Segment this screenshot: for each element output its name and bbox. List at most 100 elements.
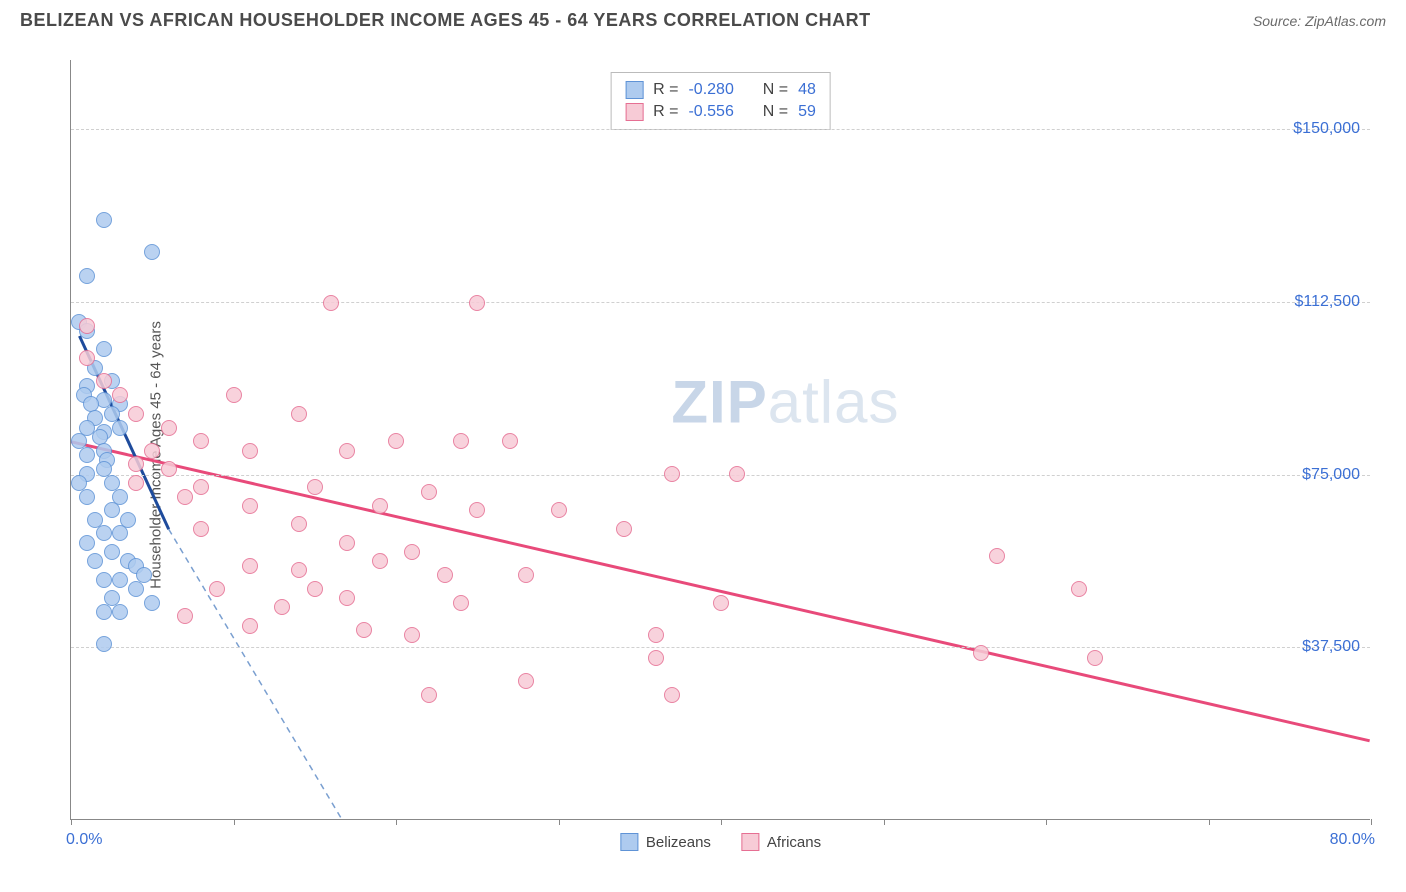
watermark: ZIPatlas (671, 367, 899, 436)
scatter-point-belizeans (79, 489, 95, 505)
scatter-point-africans (388, 433, 404, 449)
x-tick (234, 819, 235, 825)
legend-label-belizeans: Belizeans (646, 834, 711, 851)
scatter-point-africans (242, 618, 258, 634)
scatter-point-africans (323, 295, 339, 311)
scatter-point-belizeans (104, 502, 120, 518)
scatter-point-belizeans (112, 525, 128, 541)
scatter-point-africans (372, 553, 388, 569)
scatter-point-africans (339, 443, 355, 459)
scatter-point-africans (226, 387, 242, 403)
plot-area: ZIPatlas R = -0.280 N = 48 R = -0.556 N … (70, 60, 1370, 820)
scatter-point-belizeans (96, 525, 112, 541)
scatter-point-africans (404, 544, 420, 560)
scatter-point-africans (177, 608, 193, 624)
scatter-point-africans (437, 567, 453, 583)
scatter-point-africans (274, 599, 290, 615)
y-tick-label: $112,500 (1294, 293, 1360, 311)
stats-legend-box: R = -0.280 N = 48 R = -0.556 N = 59 (610, 72, 831, 130)
gridline-h (71, 475, 1370, 476)
scatter-point-africans (421, 687, 437, 703)
stats-row-africans: R = -0.556 N = 59 (625, 101, 816, 123)
scatter-point-africans (502, 433, 518, 449)
scatter-point-africans (453, 595, 469, 611)
source-attribution: Source: ZipAtlas.com (1253, 13, 1386, 29)
legend-bottom: Belizeans Africans (620, 833, 821, 851)
scatter-point-africans (209, 581, 225, 597)
scatter-point-africans (112, 387, 128, 403)
scatter-point-belizeans (96, 341, 112, 357)
scatter-point-africans (161, 420, 177, 436)
scatter-point-africans (242, 558, 258, 574)
x-tick (71, 819, 72, 825)
scatter-point-belizeans (128, 581, 144, 597)
y-tick-label: $75,000 (1302, 466, 1360, 484)
scatter-point-africans (421, 484, 437, 500)
scatter-point-africans (307, 479, 323, 495)
scatter-point-belizeans (96, 636, 112, 652)
scatter-point-africans (291, 562, 307, 578)
scatter-point-africans (79, 350, 95, 366)
scatter-point-belizeans (87, 553, 103, 569)
scatter-point-africans (469, 502, 485, 518)
stats-row-belizeans: R = -0.280 N = 48 (625, 79, 816, 101)
scatter-point-africans (291, 406, 307, 422)
x-tick (1209, 819, 1210, 825)
y-tick-label: $37,500 (1302, 638, 1360, 656)
scatter-point-africans (128, 456, 144, 472)
scatter-point-belizeans (79, 268, 95, 284)
legend-swatch-belizeans (620, 833, 638, 851)
scatter-point-africans (193, 433, 209, 449)
scatter-point-africans (973, 645, 989, 661)
legend-label-africans: Africans (767, 834, 821, 851)
x-tick (1371, 819, 1372, 825)
gridline-h (71, 647, 1370, 648)
gridline-h (71, 129, 1370, 130)
scatter-point-africans (291, 516, 307, 532)
scatter-point-africans (989, 548, 1005, 564)
scatter-point-africans (551, 502, 567, 518)
scatter-point-africans (307, 581, 323, 597)
scatter-point-belizeans (104, 544, 120, 560)
scatter-point-africans (144, 443, 160, 459)
scatter-point-africans (518, 567, 534, 583)
scatter-point-belizeans (144, 244, 160, 260)
scatter-point-africans (356, 622, 372, 638)
scatter-point-africans (128, 406, 144, 422)
scatter-point-africans (96, 373, 112, 389)
scatter-point-belizeans (96, 212, 112, 228)
gridline-h (71, 302, 1370, 303)
legend-item-africans: Africans (741, 833, 821, 851)
swatch-belizeans (625, 81, 643, 99)
x-tick (884, 819, 885, 825)
scatter-point-africans (128, 475, 144, 491)
scatter-point-africans (664, 687, 680, 703)
scatter-point-belizeans (112, 420, 128, 436)
scatter-point-belizeans (79, 447, 95, 463)
x-tick (721, 819, 722, 825)
scatter-point-africans (616, 521, 632, 537)
scatter-point-africans (79, 318, 95, 334)
scatter-point-belizeans (144, 595, 160, 611)
scatter-point-africans (372, 498, 388, 514)
scatter-point-africans (518, 673, 534, 689)
scatter-point-africans (648, 627, 664, 643)
scatter-point-africans (713, 595, 729, 611)
scatter-point-africans (648, 650, 664, 666)
x-axis-min-label: 0.0% (66, 831, 102, 849)
scatter-point-africans (161, 461, 177, 477)
scatter-point-africans (177, 489, 193, 505)
scatter-point-africans (193, 521, 209, 537)
scatter-point-africans (242, 498, 258, 514)
scatter-point-africans (404, 627, 420, 643)
scatter-point-africans (242, 443, 258, 459)
x-axis-max-label: 80.0% (1330, 831, 1375, 849)
scatter-point-africans (729, 466, 745, 482)
x-tick (396, 819, 397, 825)
legend-swatch-africans (741, 833, 759, 851)
scatter-point-belizeans (112, 572, 128, 588)
scatter-point-africans (664, 466, 680, 482)
scatter-point-africans (1071, 581, 1087, 597)
x-tick (559, 819, 560, 825)
chart-title: BELIZEAN VS AFRICAN HOUSEHOLDER INCOME A… (20, 10, 871, 31)
